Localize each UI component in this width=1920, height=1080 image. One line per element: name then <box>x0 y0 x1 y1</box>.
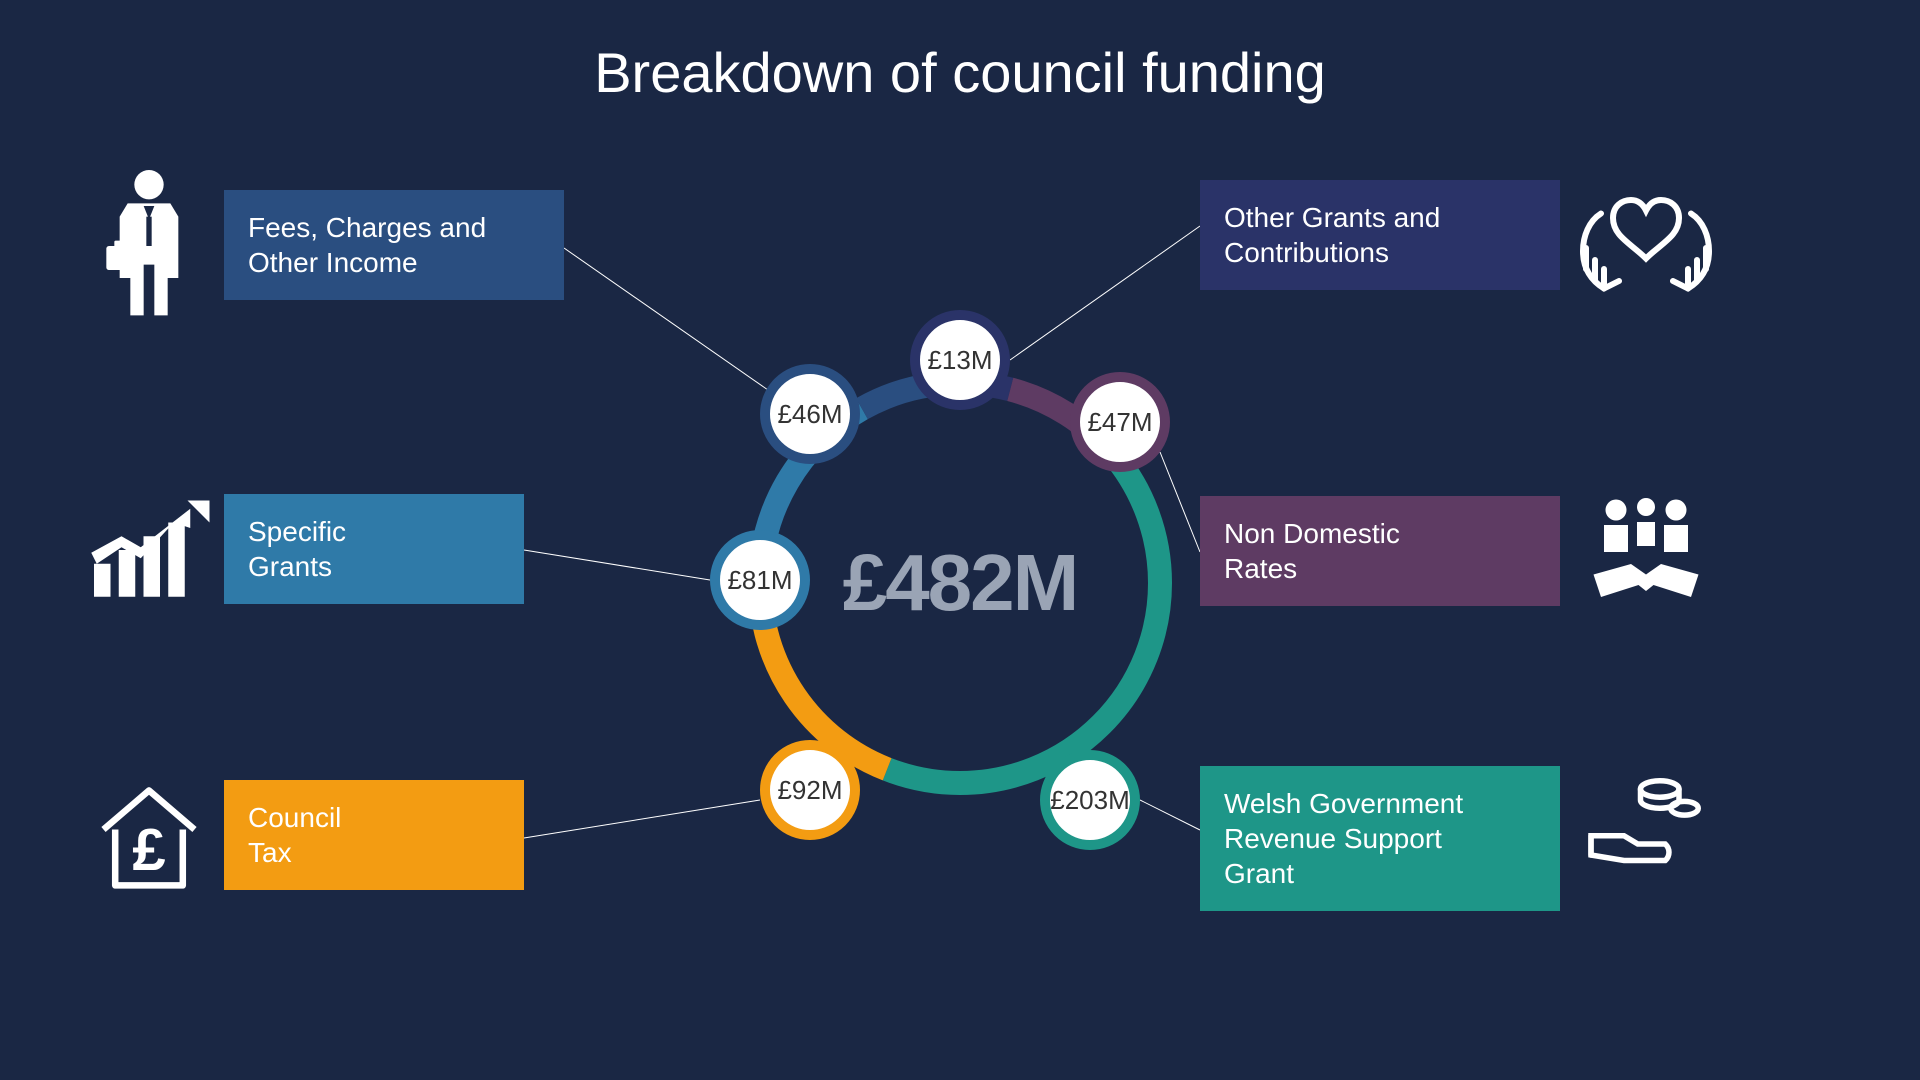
label-text-non-domestic-rates: Non Domestic Rates <box>1224 516 1400 586</box>
label-fees-charges: Fees, Charges and Other Income <box>224 190 564 300</box>
value-text-non-domestic-rates: £47M <box>1087 407 1152 438</box>
value-text-welsh-gov-grant: £203M <box>1050 785 1130 816</box>
leader-specific-grants <box>524 550 710 580</box>
label-text-other-grants: Other Grants and Contributions <box>1224 200 1440 270</box>
page-title: Breakdown of council funding <box>0 40 1920 105</box>
leader-other-grants <box>1010 226 1200 360</box>
value-bubble-non-domestic-rates: £47M <box>1070 372 1170 472</box>
label-welsh-gov-grant: Welsh Government Revenue Support Grant <box>1200 766 1560 911</box>
value-text-other-grants: £13M <box>927 345 992 376</box>
value-bubble-fees-charges: £46M <box>760 364 860 464</box>
value-bubble-specific-grants: £81M <box>710 530 810 630</box>
businessman-icon <box>74 176 224 316</box>
value-bubble-council-tax: £92M <box>760 740 860 840</box>
value-bubble-welsh-gov-grant: £203M <box>1040 750 1140 850</box>
svg-text:£: £ <box>132 816 165 883</box>
label-non-domestic-rates: Non Domestic Rates <box>1200 496 1560 606</box>
label-text-council-tax: Council Tax <box>248 800 341 870</box>
value-text-fees-charges: £46M <box>777 399 842 430</box>
label-text-fees-charges: Fees, Charges and Other Income <box>248 210 486 280</box>
coins-hand-icon <box>1566 752 1726 892</box>
label-text-welsh-gov-grant: Welsh Government Revenue Support Grant <box>1224 786 1463 891</box>
label-other-grants: Other Grants and Contributions <box>1200 180 1560 290</box>
growth-chart-icon <box>74 480 224 620</box>
handshake-people-icon <box>1566 482 1726 622</box>
leader-council-tax <box>524 800 760 838</box>
value-text-council-tax: £92M <box>777 775 842 806</box>
label-council-tax: Council Tax <box>224 780 524 890</box>
value-text-specific-grants: £81M <box>727 565 792 596</box>
heart-hands-icon <box>1566 166 1726 306</box>
value-bubble-other-grants: £13M <box>910 310 1010 410</box>
label-text-specific-grants: Specific Grants <box>248 514 346 584</box>
label-specific-grants: Specific Grants <box>224 494 524 604</box>
total-value: £482M <box>843 537 1078 629</box>
pound-house-icon: £ <box>74 766 224 906</box>
